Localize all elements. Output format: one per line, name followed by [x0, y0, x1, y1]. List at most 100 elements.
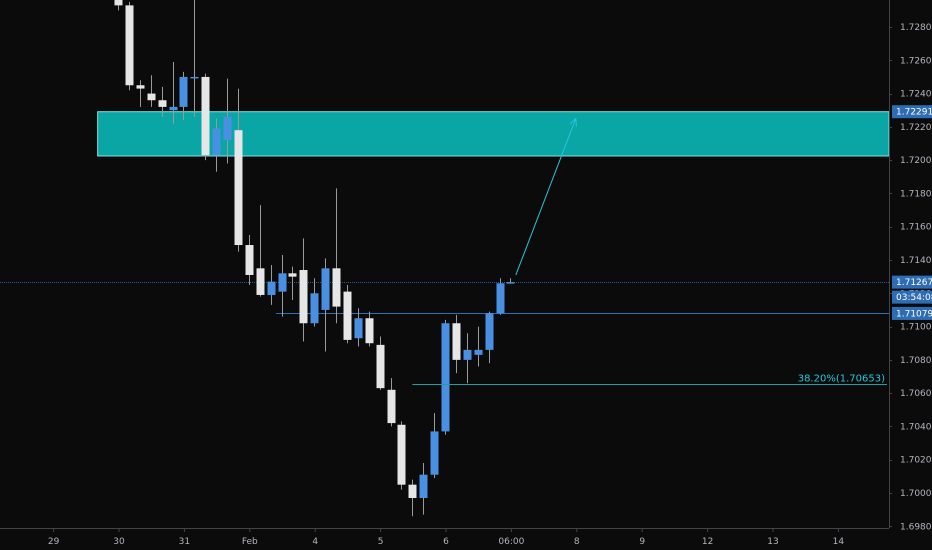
candle-body: [278, 273, 287, 292]
candle-body: [387, 389, 396, 424]
price-tag-label: 1.72291: [896, 108, 932, 118]
candle: [397, 421, 406, 490]
candle: [485, 311, 494, 364]
time-tick-label: 5: [378, 537, 384, 547]
projection-arrow[interactable]: [515, 117, 577, 276]
candle-body: [430, 431, 439, 475]
candle: [408, 479, 417, 517]
price-tag-countdown: 03:54:08: [892, 290, 932, 304]
time-tick-label: 29: [48, 537, 60, 547]
candle-body: [288, 273, 297, 277]
candle: [463, 333, 472, 384]
candle-body: [256, 268, 265, 295]
candle: [256, 205, 265, 297]
candle: [365, 311, 374, 347]
price-tick-label: 1.71800: [900, 189, 932, 199]
candle-body: [397, 424, 406, 485]
candle-body: [452, 323, 461, 360]
price-tick-label: 1.72400: [900, 90, 932, 100]
candle: [169, 61, 178, 124]
price-tick-label: 1.71600: [900, 223, 932, 233]
price-tick-label: 1.70800: [900, 356, 932, 366]
candle-body: [147, 93, 156, 101]
candle-body: [474, 349, 483, 355]
candle: [496, 278, 505, 315]
candle-body: [310, 293, 319, 324]
candle: [125, 2, 134, 91]
candle: [441, 319, 450, 435]
time-tick-label: 9: [639, 537, 645, 547]
price-tick-label: 1.72600: [900, 56, 932, 66]
candle-body: [365, 318, 374, 344]
candle-body: [212, 128, 221, 156]
time-tick-label: Feb: [242, 537, 258, 547]
price-tick-label: 1.72800: [900, 23, 932, 33]
candle-body: [343, 291, 352, 340]
time-tick-label: 31: [179, 537, 190, 547]
candle-body: [136, 85, 145, 89]
candle-body: [376, 344, 385, 389]
candle: [299, 238, 308, 342]
time-axis[interactable]: 29 30 31 Feb 4 5 6 06:00 8 9 12 13 14: [48, 528, 845, 547]
candle: [267, 264, 276, 305]
candle-body: [332, 268, 341, 307]
price-lines: [0, 282, 889, 314]
candle: [288, 266, 297, 300]
candle-body: [506, 282, 515, 284]
price-tick-label: 1.70600: [900, 389, 932, 399]
time-tick-label: 4: [312, 537, 318, 547]
price-tick-label: 1.70400: [900, 422, 932, 432]
candle-body: [354, 318, 363, 339]
time-tick-label: 6: [443, 537, 449, 547]
candles: [114, 0, 515, 517]
price-tag-current: 1.71267: [892, 275, 932, 289]
candle: [245, 235, 254, 285]
candle-body: [169, 106, 178, 111]
candle: [179, 71, 188, 121]
candle-body: [485, 313, 494, 350]
candle: [114, 0, 123, 11]
candle: [430, 413, 439, 479]
candle: [343, 284, 352, 344]
candle-body: [125, 5, 134, 86]
candle: [234, 88, 243, 252]
arrow-shaft: [515, 118, 577, 276]
price-tick-label: 1.71400: [900, 256, 932, 266]
candle-body: [419, 474, 428, 498]
arrow-head-icon: [569, 117, 577, 127]
price-tick-label: 1.70200: [900, 456, 932, 466]
price-tag-label: 1.71079: [896, 309, 932, 319]
time-tick-label: 8: [574, 537, 580, 547]
price-tag-bg: [892, 105, 932, 119]
candle-body: [158, 100, 167, 107]
candle-body: [234, 130, 243, 246]
price-tick-label: 1.72200: [900, 123, 932, 133]
candle: [201, 73, 210, 161]
candle-body: [408, 484, 417, 498]
fib-retracement[interactable]: 38.20%(1.70653): [412, 374, 887, 385]
price-tick-label: 1.70000: [900, 489, 932, 499]
candle-body: [179, 76, 188, 107]
candle-body: [245, 245, 254, 275]
candle: [354, 308, 363, 347]
price-tag-zone-top: 1.72291: [892, 105, 932, 119]
candle: [190, 0, 199, 117]
candle: [321, 258, 330, 352]
candle: [419, 463, 428, 515]
price-tick-label: 1.69800: [900, 522, 932, 532]
fib-label: 38.20%(1.70653): [798, 374, 885, 385]
candle: [223, 78, 232, 164]
candle: [158, 86, 167, 117]
price-tick-label: 1.72000: [900, 156, 932, 166]
price-tag-bg: [892, 306, 932, 320]
price-tick-label: 1.71000: [900, 323, 932, 333]
candle: [278, 255, 287, 317]
price-tag-bg: [892, 275, 932, 289]
price-tag-label: 1.71267: [896, 278, 932, 288]
time-tick-label: 13: [767, 537, 778, 547]
candle-body: [496, 283, 505, 314]
price-tags: 1.72291 1.71267 03:54:08 1.71079: [892, 105, 932, 320]
candle: [387, 378, 396, 427]
